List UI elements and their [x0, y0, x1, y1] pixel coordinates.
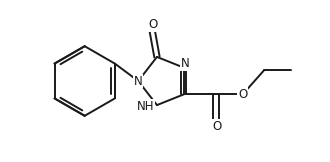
Text: N: N — [181, 57, 189, 70]
Text: O: O — [238, 88, 247, 101]
Text: N: N — [134, 75, 143, 87]
Text: O: O — [213, 120, 222, 133]
Text: O: O — [148, 18, 158, 31]
Text: NH: NH — [137, 100, 154, 113]
